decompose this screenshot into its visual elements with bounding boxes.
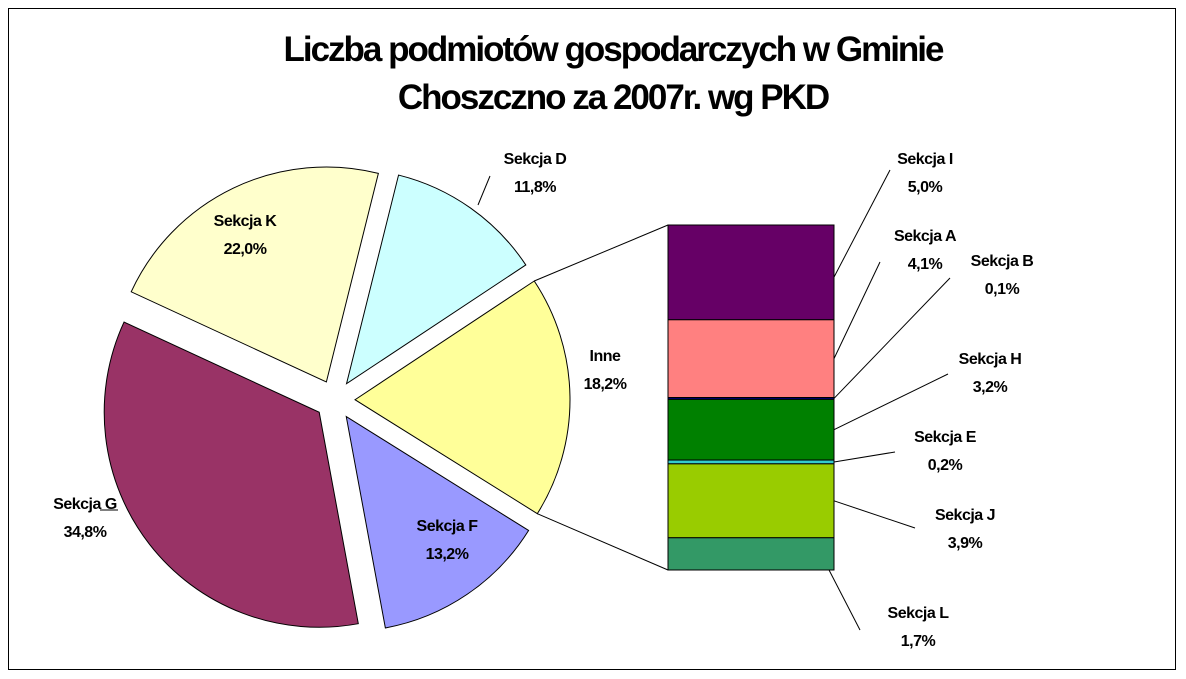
leader-line	[833, 169, 891, 278]
slice-value-label: 22,0%	[224, 241, 267, 258]
leader-line	[833, 261, 881, 359]
pie-slice	[354, 280, 571, 515]
slice-label: Sekcja D	[504, 151, 567, 168]
bar-segment	[667, 459, 835, 465]
segment-value-label: 3,2%	[973, 379, 1008, 396]
slice-value-label: 13,2%	[426, 546, 469, 563]
leader-line	[833, 277, 951, 399]
segment-label: Sekcja L	[888, 605, 950, 622]
bar-segment	[667, 224, 835, 321]
leader-line	[833, 451, 896, 463]
slice-label: Inne	[590, 348, 621, 365]
chart-frame	[8, 8, 1176, 670]
pie-slice	[130, 166, 379, 383]
slice-value-label: 34,8%	[64, 524, 107, 541]
segment-value-label: 5,0%	[908, 179, 943, 196]
segment-label: Sekcja E	[914, 429, 977, 446]
slice-label: Sekcja G	[53, 496, 117, 513]
segment-value-label: 4,1%	[908, 256, 943, 273]
bar-segment	[667, 537, 835, 571]
segment-label: Sekcja B	[971, 253, 1034, 270]
slice-value-label: 11,8%	[514, 179, 556, 196]
leader-line	[828, 569, 861, 631]
connector-line	[534, 224, 669, 282]
leader-line	[477, 175, 491, 206]
leader-line	[833, 373, 949, 431]
segment-label: Sekcja I	[897, 151, 953, 168]
segment-label: Sekcja H	[959, 351, 1022, 368]
segment-label: Sekcja A	[894, 228, 957, 245]
chart-title: Liczba podmiotów gospodarczych w Gminie …	[283, 30, 944, 117]
slice-label: Sekcja F	[417, 518, 479, 535]
pie-slice	[103, 321, 359, 628]
slice-value-label: 18,2%	[584, 376, 627, 393]
pie-slice	[345, 415, 530, 629]
bar-segment	[667, 398, 835, 461]
segment-value-label: 0,2%	[928, 457, 963, 474]
bar-segment	[667, 463, 835, 539]
segment-value-label: 0,1%	[985, 281, 1020, 298]
segment-value-label: 1,7%	[901, 633, 936, 650]
pie-slice	[345, 174, 527, 385]
leader-line	[833, 500, 916, 529]
slice-label: Sekcja K	[214, 213, 278, 230]
segment-label: Sekcja J	[935, 507, 995, 524]
segment-value-label: 3,9%	[948, 535, 983, 552]
bar-segment	[667, 319, 835, 398]
connector-line	[537, 513, 669, 571]
